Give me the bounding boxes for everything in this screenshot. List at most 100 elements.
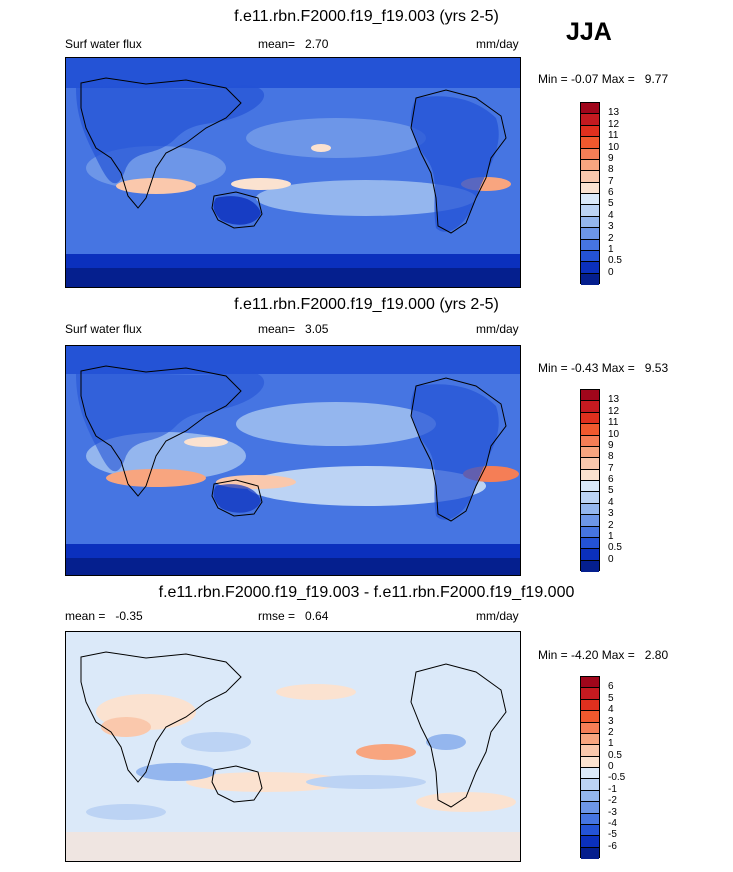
colorbar-swatch <box>581 768 599 780</box>
colorbar-tick-label: -0.5 <box>608 772 626 784</box>
colorbar-swatch <box>581 515 599 527</box>
colorbar-swatch <box>581 688 599 700</box>
colorbar-tick-label: 0 <box>608 266 614 278</box>
colorbar-tick-label: 0.5 <box>608 542 622 554</box>
colorbar-swatch <box>581 802 599 814</box>
colorbar-tick-label: 12 <box>608 118 620 130</box>
colorbar-swatch <box>581 114 599 126</box>
panel1-colorbar <box>580 102 600 285</box>
panel3-min-value: -4.20 <box>571 648 599 662</box>
colorbar-tick-label: 11 <box>608 417 619 429</box>
panel1-max-label: Max = <box>601 72 635 86</box>
colorbar-tick-label: -2 <box>608 795 617 807</box>
colorbar-swatch <box>581 228 599 240</box>
panel2-units: mm/day <box>476 322 519 336</box>
colorbar-swatch <box>581 526 599 538</box>
colorbar-tick-label: 9 <box>608 152 614 164</box>
panel2-colorbar <box>580 389 600 572</box>
panel2-max-label: Max = <box>601 361 635 375</box>
panel2-max-value: 9.53 <box>644 361 669 375</box>
colorbar-swatch <box>581 722 599 734</box>
colorbar-swatch <box>581 239 599 251</box>
colorbar-swatch <box>581 273 599 285</box>
panel2-title: f.e11.rbn.F2000.f19_f19.000 (yrs 2-5) <box>234 296 499 313</box>
colorbar-tick-label: 0.5 <box>608 749 622 761</box>
colorbar-swatch <box>581 847 599 859</box>
panel3-colorbar <box>580 676 600 859</box>
colorbar-swatch <box>581 756 599 768</box>
colorbar-tick-label: 10 <box>608 141 620 153</box>
colorbar-tick-label: 1 <box>608 738 614 750</box>
colorbar-tick-label: 8 <box>608 451 614 463</box>
colorbar-tick-label: 7 <box>608 462 614 474</box>
colorbar-swatch <box>581 503 599 516</box>
colorbar-tick-label: 9 <box>608 439 614 451</box>
colorbar-swatch <box>581 205 599 217</box>
colorbar-tick-label: -3 <box>608 806 617 818</box>
panel3-mean-value: -0.35 <box>115 609 143 623</box>
colorbar-tick-label: 8 <box>608 164 614 176</box>
colorbar-tick-label: 5 <box>608 198 614 210</box>
colorbar-swatch <box>581 779 599 791</box>
panel1-mean-label: mean= <box>258 37 296 51</box>
colorbar-swatch <box>581 813 599 825</box>
colorbar-swatch <box>581 711 599 723</box>
colorbar-swatch <box>581 549 599 561</box>
panel3-map <box>65 631 521 862</box>
panel3-rmse-label: rmse = <box>258 609 296 623</box>
season-label: JJA <box>566 18 612 46</box>
panel2-min-value: -0.43 <box>571 361 599 375</box>
colorbar-swatch <box>581 492 599 504</box>
colorbar-tick-label: 5 <box>608 485 614 497</box>
colorbar-swatch <box>581 159 599 172</box>
colorbar-swatch <box>581 401 599 413</box>
colorbar-tick-label: 0 <box>608 553 614 565</box>
panel1-title: f.e11.rbn.F2000.f19_f19.003 (yrs 2-5) <box>234 8 499 25</box>
panel3-units: mm/day <box>476 609 519 623</box>
colorbar-swatch <box>581 182 599 194</box>
panel2-variable-label: Surf water flux <box>65 322 142 336</box>
colorbar-swatch <box>581 103 599 115</box>
panel2-min-label: Min = <box>538 361 568 375</box>
colorbar-swatch <box>581 435 599 447</box>
panel3-max-label: Max = <box>601 648 635 662</box>
colorbar-swatch <box>581 677 599 689</box>
panel1-max-value: 9.77 <box>644 72 669 86</box>
colorbar-tick-label: 6 <box>608 681 614 693</box>
colorbar-tick-label: 3 <box>608 715 614 727</box>
panel1-variable-label: Surf water flux <box>65 37 142 51</box>
colorbar-swatch <box>581 262 599 274</box>
colorbar-tick-label: -6 <box>608 840 617 852</box>
colorbar-swatch <box>581 537 599 550</box>
colorbar-swatch <box>581 424 599 436</box>
colorbar-swatch <box>581 560 599 572</box>
colorbar-tick-label: 6 <box>608 187 614 198</box>
panel1-mean-value: 2.70 <box>305 37 329 51</box>
colorbar-swatch <box>581 458 599 470</box>
colorbar-swatch <box>581 216 599 229</box>
colorbar-tick-label: 1 <box>608 530 614 542</box>
colorbar-tick-label: 4 <box>608 209 614 221</box>
colorbar-tick-label: 3 <box>608 221 614 233</box>
colorbar-tick-label: 0.5 <box>608 255 622 267</box>
colorbar-swatch <box>581 745 599 757</box>
colorbar-tick-label: -1 <box>608 783 617 795</box>
colorbar-tick-label: 5 <box>608 692 614 704</box>
panel2-mean-label: mean= <box>258 322 296 336</box>
panel1-min-value: -0.07 <box>571 72 599 86</box>
colorbar-tick-label: 4 <box>608 704 614 716</box>
colorbar-tick-label: 12 <box>608 405 620 417</box>
colorbar-swatch <box>581 148 599 160</box>
colorbar-tick-label: 13 <box>608 394 620 406</box>
panel1-map <box>65 57 521 288</box>
colorbar-tick-label: 2 <box>608 726 614 738</box>
colorbar-tick-label: 10 <box>608 428 620 440</box>
panel3-mean-label: mean = <box>65 609 106 623</box>
colorbar-tick-label: 2 <box>608 519 614 531</box>
panel3-rmse-value: 0.64 <box>305 609 329 623</box>
colorbar-swatch <box>581 699 599 712</box>
colorbar-tick-label: 11 <box>608 130 619 142</box>
colorbar-swatch <box>581 137 599 149</box>
colorbar-tick-label: -4 <box>608 817 617 829</box>
colorbar-swatch <box>581 824 599 837</box>
